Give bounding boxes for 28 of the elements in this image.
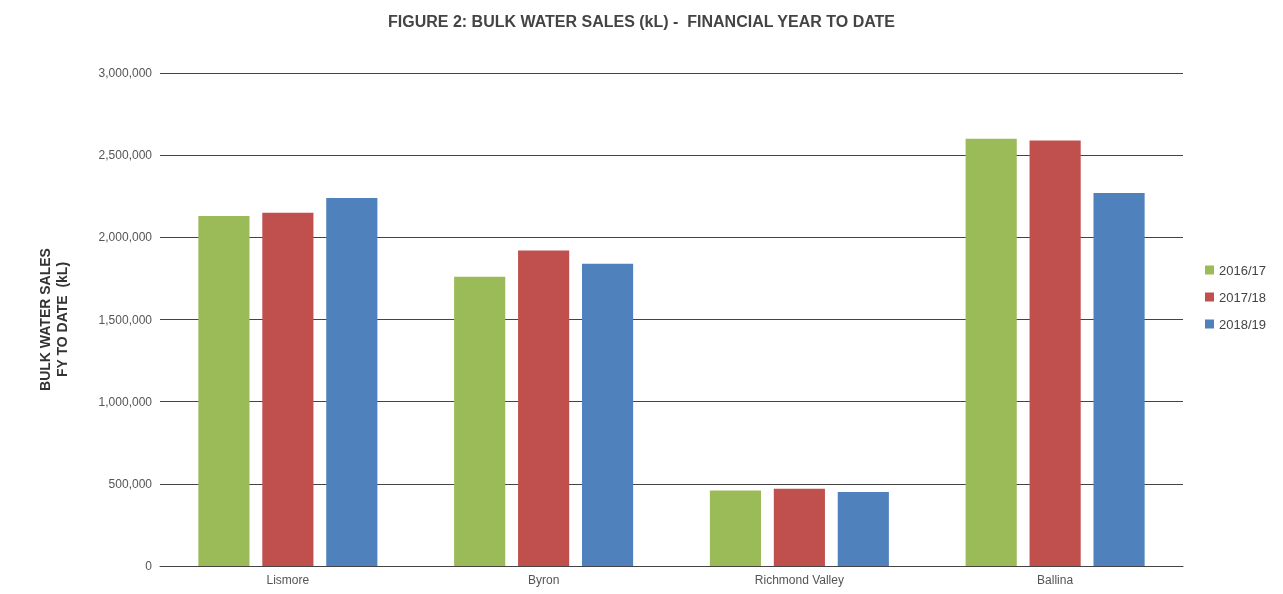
bar [518, 250, 570, 566]
bar [709, 490, 762, 566]
bar [837, 492, 889, 566]
x-tick-label: Ballina [1037, 573, 1074, 587]
bar [965, 138, 1017, 566]
y-axis-title: BULK WATER SALES FY TO DATE (kL) [36, 248, 70, 391]
bar [262, 212, 314, 566]
chart-title: FIGURE 2: BULK WATER SALES (kL) - FINANCIAL YEAR TO DATE [388, 12, 896, 30]
legend-label: 2016/17 [1219, 262, 1267, 278]
y-tick-label: 2,000,000 [98, 230, 153, 245]
bar [198, 215, 250, 566]
bar [326, 197, 378, 566]
x-tick-label: Byron [527, 573, 560, 587]
bar [1029, 140, 1081, 566]
y-tick-label: 1,000,000 [98, 394, 153, 409]
x-tick-label: Richmond Valley [754, 573, 844, 587]
bar [773, 488, 825, 566]
legend-label: 2018/19 [1219, 316, 1267, 332]
x-tick-label: Lismore [266, 573, 310, 587]
y-tick-label: 500,000 [108, 476, 153, 491]
y-tick-label: 1,500,000 [98, 312, 153, 327]
y-tick-label: 2,500,000 [98, 148, 153, 163]
bar [454, 276, 506, 566]
y-tick-label: 3,000,000 [98, 66, 153, 80]
y-tick-label: 0 [145, 559, 153, 573]
bar [1093, 192, 1145, 566]
legend-label: 2017/18 [1219, 289, 1267, 305]
bar [581, 263, 634, 566]
